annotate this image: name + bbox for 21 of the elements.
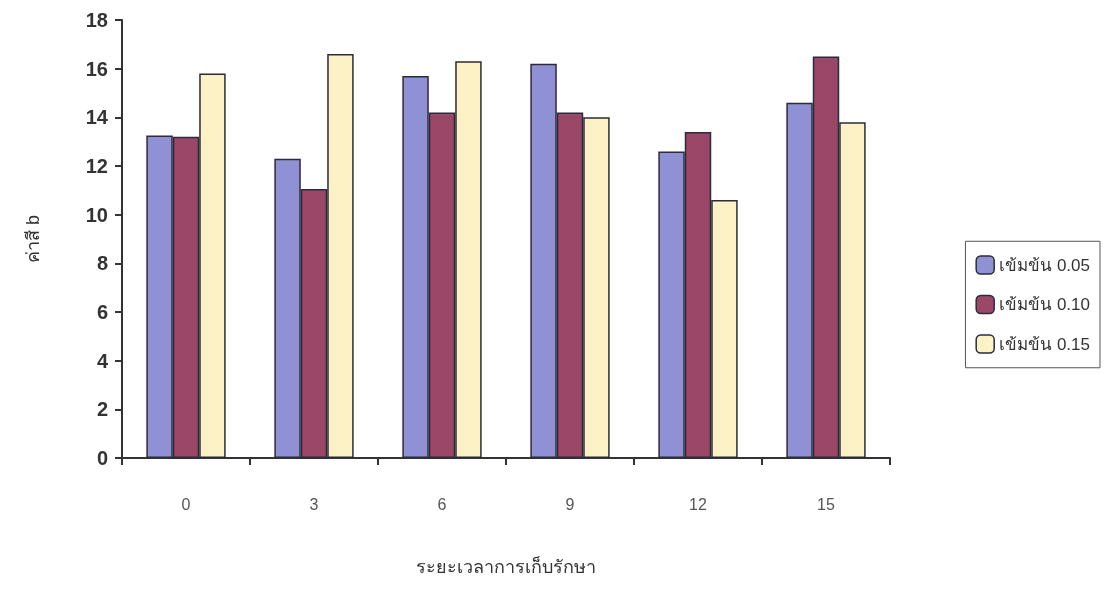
x-tick-label: 9 — [565, 495, 575, 513]
x-axis-title: ระยะเวลาการเก็บรักษา — [416, 555, 596, 577]
y-tick-label: 18 — [85, 9, 108, 31]
y-tick-label: 8 — [96, 252, 108, 275]
y-tick-label: 4 — [96, 349, 109, 372]
x-tick-label: 15 — [817, 495, 835, 513]
legend-label: เข้มข้น 0.10 — [999, 295, 1090, 314]
y-tick-label: 14 — [85, 106, 109, 129]
x-tick-label: 3 — [309, 495, 319, 513]
y-tick-label: 16 — [85, 57, 108, 80]
y-axis-title: ค่าสี b — [23, 214, 43, 264]
y-tick-label: 6 — [96, 301, 108, 323]
y-tick-label: 0 — [96, 447, 108, 469]
x-tick-label: 12 — [689, 495, 707, 513]
y-tick-label: 2 — [96, 398, 108, 421]
y-tick-label: 10 — [85, 203, 108, 226]
legend-label: เข้มข้น 0.15 — [999, 334, 1090, 354]
legend-label: เข้มข้น 0.05 — [999, 255, 1090, 275]
y-tick-label: 12 — [85, 155, 108, 177]
x-tick-label: 0 — [181, 495, 191, 513]
x-tick-label: 6 — [437, 495, 447, 513]
